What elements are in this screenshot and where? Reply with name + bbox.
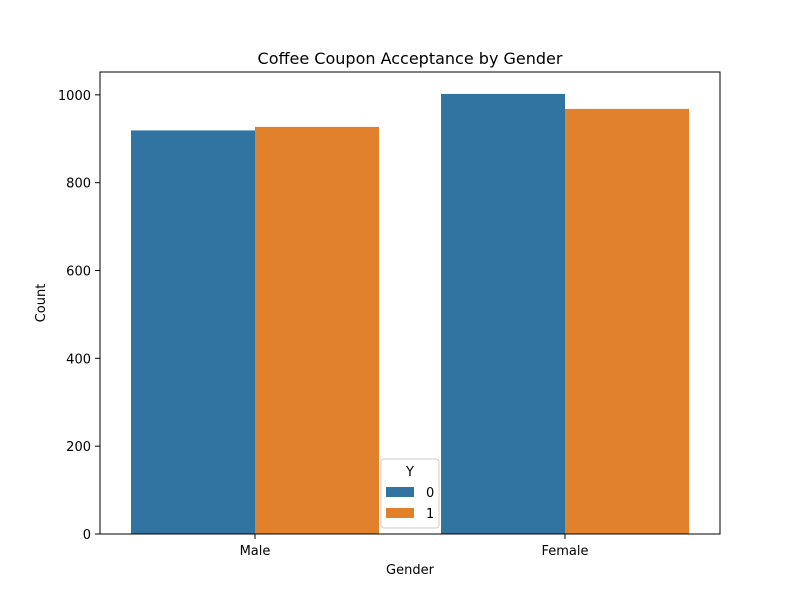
y-tick-label-800: 800 xyxy=(66,177,91,192)
legend-title: Y xyxy=(405,465,414,480)
legend-label-1: 1 xyxy=(426,507,434,522)
plot-frame xyxy=(99,71,721,535)
bar-female-series-0 xyxy=(441,93,565,534)
legend: Y 0 1 xyxy=(380,458,440,529)
legend-swatch-0 xyxy=(386,487,414,497)
bars-layer xyxy=(131,93,689,534)
legend-swatch-1 xyxy=(386,508,414,518)
y-axis-ticks: 0 200 400 600 800 1000 xyxy=(58,89,100,543)
y-tick-label-1000: 1000 xyxy=(58,89,91,104)
y-tick-label-400: 400 xyxy=(66,352,91,367)
x-tick-label-female: Female xyxy=(541,544,588,559)
bar-female-series-1 xyxy=(565,108,689,534)
legend-label-0: 0 xyxy=(426,486,434,501)
bar-male-series-1 xyxy=(255,126,379,534)
x-axis-ticks: Male Female xyxy=(240,534,589,559)
x-tick-label-male: Male xyxy=(240,544,271,559)
y-tick-label-200: 200 xyxy=(66,440,91,455)
chart-title: Coffee Coupon Acceptance by Gender xyxy=(258,49,563,68)
y-axis-label: Count xyxy=(34,284,49,323)
y-tick-label-0: 0 xyxy=(83,528,91,543)
bar-male-series-0 xyxy=(131,130,255,534)
y-tick-label-600: 600 xyxy=(66,265,91,280)
x-axis-label: Gender xyxy=(386,563,435,578)
